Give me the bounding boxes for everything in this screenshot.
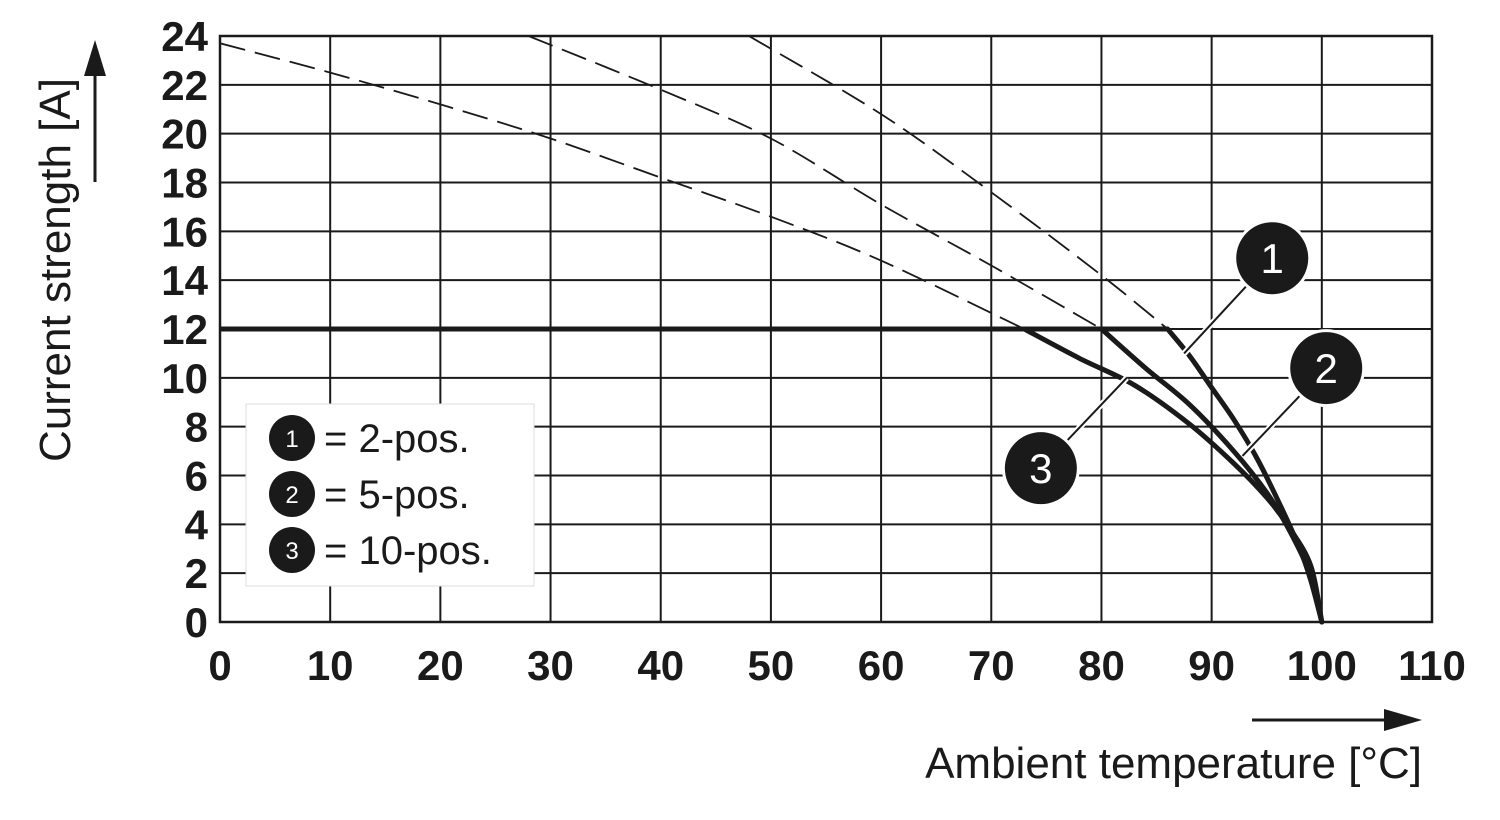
y-tick-label: 14 <box>161 257 208 304</box>
x-tick-label: 30 <box>527 642 574 689</box>
y-tick-label: 22 <box>161 62 208 109</box>
callout-number: 1 <box>1261 235 1284 282</box>
y-tick-label: 18 <box>161 160 208 207</box>
legend-marker <box>269 471 315 517</box>
x-tick-label: 110 <box>1398 642 1466 689</box>
x-tick-label: 40 <box>637 642 684 689</box>
callout-2: 2 <box>1240 329 1366 459</box>
legend-label: = 10-pos. <box>324 529 492 573</box>
curve-callouts: 1 2 3 <box>1001 219 1366 508</box>
legend-marker-number: 3 <box>285 538 298 565</box>
y-tick-label: 16 <box>161 208 208 255</box>
x-tick-label: 90 <box>1188 642 1235 689</box>
derating-curves <box>220 326 1325 625</box>
legend-marker-number: 1 <box>285 426 298 453</box>
y-tick-label: 12 <box>161 306 208 353</box>
dashed-curve-2 <box>528 36 1102 330</box>
callout-1: 1 <box>1181 219 1312 356</box>
series-line-2 <box>1099 326 1325 625</box>
legend-marker-number: 2 <box>285 482 298 509</box>
callout-3: 3 <box>1001 375 1129 508</box>
dashed-curve-1 <box>748 36 1169 330</box>
grid <box>218 34 1434 624</box>
y-tick-label: 6 <box>185 453 208 500</box>
legend-label: = 5-pos. <box>324 473 470 517</box>
y-tick-label: 2 <box>185 550 208 597</box>
y-tick-label: 20 <box>161 111 208 158</box>
callout-number: 3 <box>1029 445 1052 492</box>
dashed-curve-3 <box>220 42 1025 330</box>
callout-circle <box>1004 432 1077 505</box>
x-tick-labels: 0 10 20 30 40 50 60 70 80 90 100 110 <box>208 642 1466 689</box>
x-tick-label: 10 <box>307 642 354 689</box>
y-tick-label: 4 <box>185 501 209 548</box>
y-tick-label: 24 <box>161 13 208 60</box>
x-tick-label: 100 <box>1287 642 1357 689</box>
x-tick-label: 80 <box>1078 642 1125 689</box>
legend-item: 3 = 10-pos. <box>269 527 492 573</box>
x-axis-title: Ambient temperature [°C] <box>925 739 1422 788</box>
y-axis-title: Current strength [A] <box>31 78 80 462</box>
legend: 1 = 2-pos. 2 = 5-pos. 3 = 10-pos. <box>245 403 535 587</box>
legend-item: 1 = 2-pos. <box>269 415 470 461</box>
x-tick-label: 50 <box>748 642 795 689</box>
x-tick-label: 0 <box>208 642 231 689</box>
legend-marker <box>269 415 315 461</box>
x-tick-label: 20 <box>417 642 464 689</box>
callout-number: 2 <box>1315 345 1338 392</box>
legend-item: 2 = 5-pos. <box>269 471 470 517</box>
extrapolated-curves <box>220 36 1169 330</box>
x-tick-label: 60 <box>858 642 905 689</box>
callout-circle <box>1290 332 1363 405</box>
y-tick-label: 0 <box>185 599 208 646</box>
legend-marker <box>269 527 315 573</box>
y-tick-label: 10 <box>161 355 208 402</box>
legend-label: = 2-pos. <box>324 417 470 461</box>
y-axis-arrow-icon <box>84 40 106 182</box>
series-line-3 <box>1021 326 1325 625</box>
callout-circle <box>1236 222 1309 295</box>
x-axis-arrow-icon <box>1252 709 1422 731</box>
y-tick-label: 8 <box>185 404 208 451</box>
x-tick-label: 70 <box>968 642 1015 689</box>
